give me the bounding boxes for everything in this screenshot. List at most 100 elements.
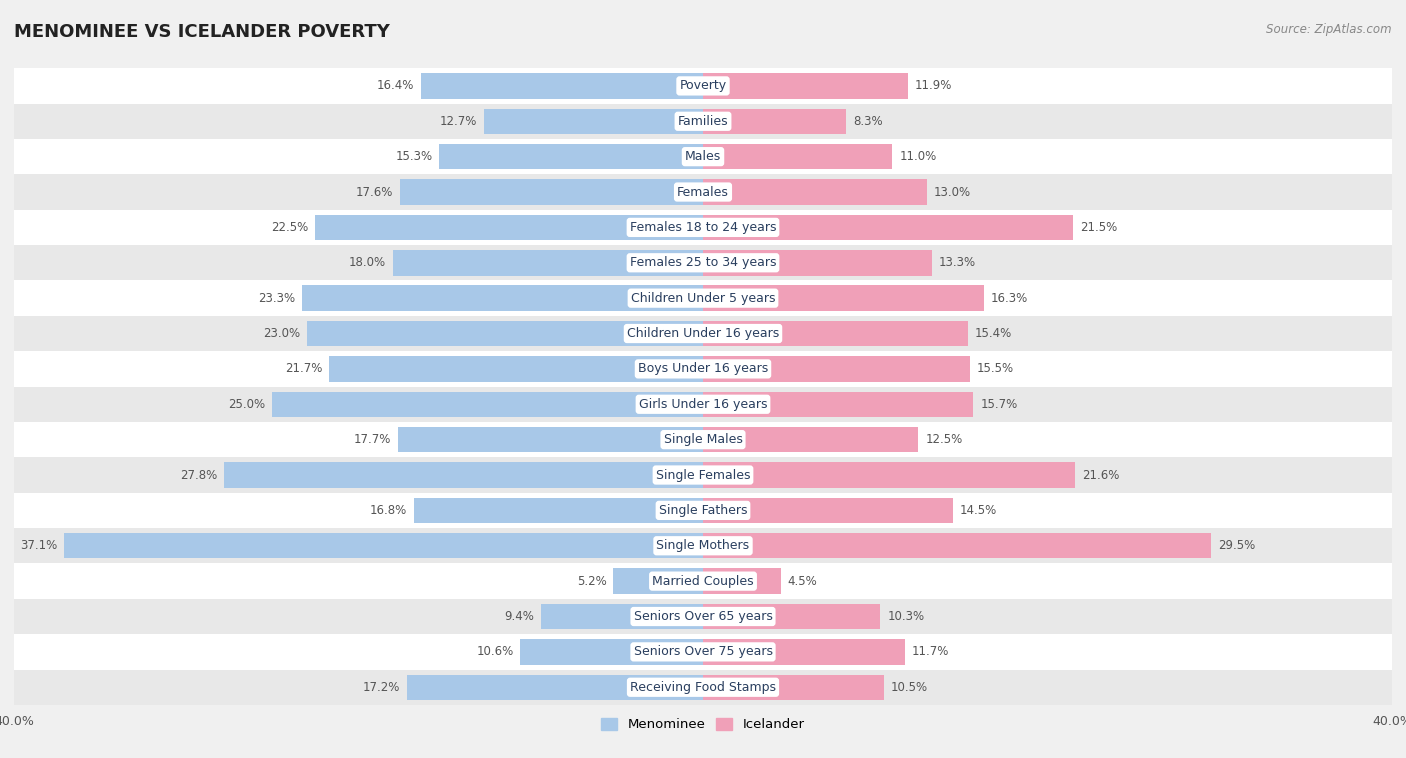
Bar — [65, 533, 703, 559]
Text: Females 25 to 34 years: Females 25 to 34 years — [630, 256, 776, 269]
Bar — [703, 462, 1076, 487]
Text: Single Females: Single Females — [655, 468, 751, 481]
Text: Boys Under 16 years: Boys Under 16 years — [638, 362, 768, 375]
Text: 15.5%: 15.5% — [977, 362, 1014, 375]
Text: Children Under 5 years: Children Under 5 years — [631, 292, 775, 305]
Bar — [307, 321, 703, 346]
Bar — [302, 286, 703, 311]
Bar — [703, 568, 780, 594]
Text: Single Males: Single Males — [664, 433, 742, 446]
Bar — [703, 427, 918, 453]
Text: 18.0%: 18.0% — [349, 256, 387, 269]
Bar — [14, 210, 1392, 245]
Bar — [703, 356, 970, 381]
Bar — [14, 457, 1392, 493]
Bar — [14, 634, 1392, 669]
Bar — [399, 180, 703, 205]
Bar — [315, 215, 703, 240]
Text: 16.3%: 16.3% — [991, 292, 1028, 305]
Text: 5.2%: 5.2% — [576, 575, 606, 587]
Text: 21.6%: 21.6% — [1083, 468, 1119, 481]
Text: 17.2%: 17.2% — [363, 681, 399, 694]
Text: Source: ZipAtlas.com: Source: ZipAtlas.com — [1267, 23, 1392, 36]
Bar — [703, 250, 932, 275]
Text: Single Fathers: Single Fathers — [659, 504, 747, 517]
Bar — [703, 639, 904, 665]
Text: 17.7%: 17.7% — [354, 433, 391, 446]
Bar — [703, 74, 908, 99]
Bar — [703, 498, 953, 523]
Text: Children Under 16 years: Children Under 16 years — [627, 327, 779, 340]
Bar — [14, 387, 1392, 422]
Text: 16.8%: 16.8% — [370, 504, 406, 517]
Text: 22.5%: 22.5% — [271, 221, 308, 234]
Bar — [703, 321, 969, 346]
Bar — [520, 639, 703, 665]
Bar — [14, 351, 1392, 387]
Text: 23.3%: 23.3% — [257, 292, 295, 305]
Text: 13.3%: 13.3% — [939, 256, 976, 269]
Bar — [703, 144, 893, 169]
Bar — [14, 316, 1392, 351]
Text: 15.3%: 15.3% — [395, 150, 433, 163]
Bar — [14, 493, 1392, 528]
Text: 11.0%: 11.0% — [900, 150, 936, 163]
Text: Girls Under 16 years: Girls Under 16 years — [638, 398, 768, 411]
Bar — [440, 144, 703, 169]
Bar — [329, 356, 703, 381]
Text: 37.1%: 37.1% — [20, 539, 58, 553]
Bar — [703, 215, 1073, 240]
Bar — [14, 68, 1392, 104]
Text: 21.5%: 21.5% — [1080, 221, 1118, 234]
Text: Married Couples: Married Couples — [652, 575, 754, 587]
Text: 12.7%: 12.7% — [440, 114, 478, 128]
Text: 29.5%: 29.5% — [1218, 539, 1256, 553]
Bar — [14, 139, 1392, 174]
Bar — [14, 563, 1392, 599]
Bar — [14, 104, 1392, 139]
Bar — [703, 286, 984, 311]
Bar — [484, 108, 703, 134]
Text: 25.0%: 25.0% — [228, 398, 266, 411]
Text: 12.5%: 12.5% — [925, 433, 963, 446]
Bar — [413, 498, 703, 523]
Text: Poverty: Poverty — [679, 80, 727, 92]
Text: 11.9%: 11.9% — [915, 80, 952, 92]
Bar — [14, 669, 1392, 705]
Text: 15.4%: 15.4% — [976, 327, 1012, 340]
Text: 23.0%: 23.0% — [263, 327, 299, 340]
Text: 15.7%: 15.7% — [980, 398, 1018, 411]
Bar — [703, 392, 973, 417]
Text: 10.6%: 10.6% — [477, 645, 513, 659]
Text: Females 18 to 24 years: Females 18 to 24 years — [630, 221, 776, 234]
Bar — [406, 675, 703, 700]
Text: 16.4%: 16.4% — [377, 80, 413, 92]
Text: Females: Females — [678, 186, 728, 199]
Text: 11.7%: 11.7% — [911, 645, 949, 659]
Text: 8.3%: 8.3% — [853, 114, 883, 128]
Text: 9.4%: 9.4% — [505, 610, 534, 623]
Bar — [14, 528, 1392, 563]
Bar — [703, 604, 880, 629]
Bar — [14, 245, 1392, 280]
Text: 17.6%: 17.6% — [356, 186, 392, 199]
Legend: Menominee, Icelander: Menominee, Icelander — [596, 713, 810, 737]
Text: 21.7%: 21.7% — [285, 362, 322, 375]
Text: MENOMINEE VS ICELANDER POVERTY: MENOMINEE VS ICELANDER POVERTY — [14, 23, 389, 41]
Bar — [703, 675, 884, 700]
Bar — [224, 462, 703, 487]
Text: Seniors Over 75 years: Seniors Over 75 years — [634, 645, 772, 659]
Text: Receiving Food Stamps: Receiving Food Stamps — [630, 681, 776, 694]
Bar — [703, 108, 846, 134]
Text: 27.8%: 27.8% — [180, 468, 218, 481]
Bar — [703, 533, 1211, 559]
Text: Seniors Over 65 years: Seniors Over 65 years — [634, 610, 772, 623]
Bar — [420, 74, 703, 99]
Text: 13.0%: 13.0% — [934, 186, 972, 199]
Text: 14.5%: 14.5% — [960, 504, 997, 517]
Text: Families: Families — [678, 114, 728, 128]
Bar — [14, 599, 1392, 634]
Text: Males: Males — [685, 150, 721, 163]
Bar — [14, 422, 1392, 457]
Bar — [392, 250, 703, 275]
